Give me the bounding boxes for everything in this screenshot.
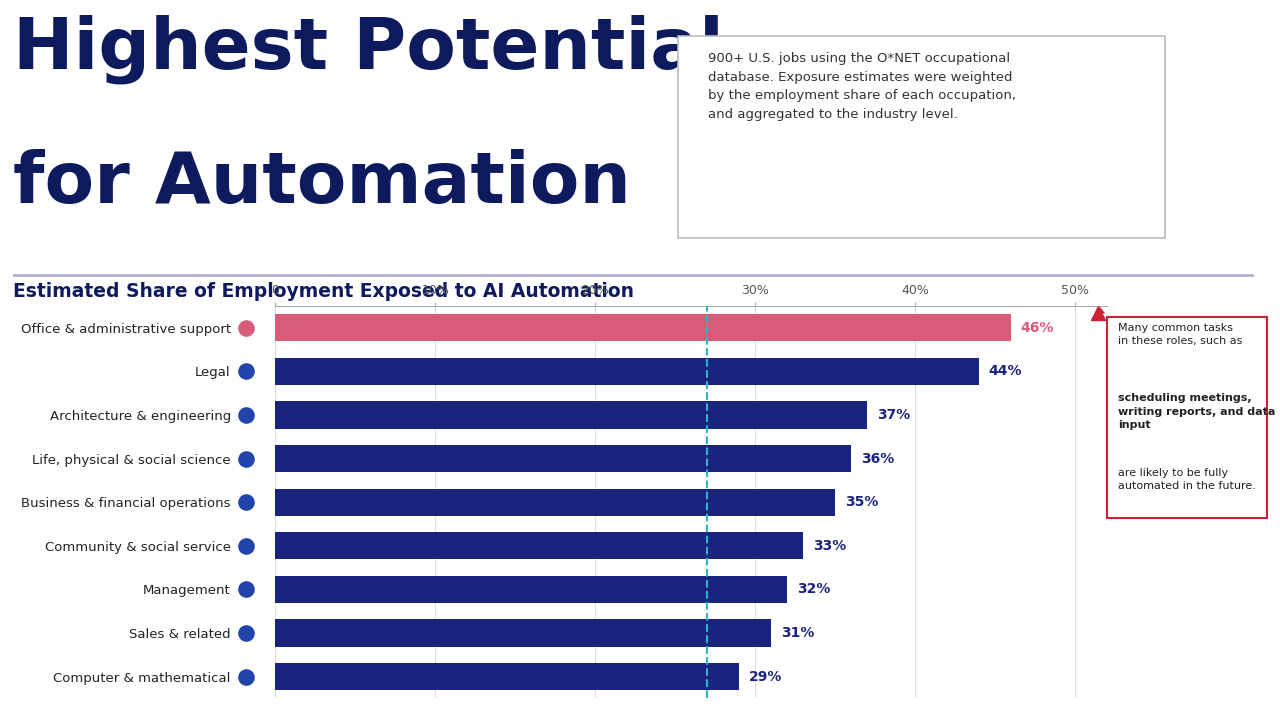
Text: 36%: 36%: [860, 451, 893, 466]
Text: 900+ U.S. jobs using the O*NET occupational
database. Exposure estimates were we: 900+ U.S. jobs using the O*NET occupatio…: [708, 52, 1015, 121]
Point: [236, 540, 256, 552]
Bar: [275, 663, 740, 690]
Text: 37%: 37%: [877, 408, 910, 422]
Bar: [275, 489, 836, 516]
Text: for Automation: for Automation: [13, 149, 631, 218]
Text: 31%: 31%: [781, 626, 814, 640]
Text: Estimated Share of Employment Exposed to AI Automation: Estimated Share of Employment Exposed to…: [13, 282, 634, 301]
Text: are likely to be fully
automated in the future.: are likely to be fully automated in the …: [1119, 468, 1256, 491]
Text: 29%: 29%: [749, 670, 782, 683]
Text: 35%: 35%: [845, 495, 878, 509]
Text: 33%: 33%: [813, 539, 846, 553]
Bar: [275, 358, 979, 385]
Bar: [275, 445, 851, 472]
Text: 46%: 46%: [1021, 321, 1055, 335]
Bar: [275, 532, 804, 559]
Point: [236, 453, 256, 464]
Bar: [275, 619, 771, 647]
Point: [236, 627, 256, 639]
Point: [236, 584, 256, 595]
FancyBboxPatch shape: [1107, 317, 1267, 518]
Point: [236, 322, 256, 333]
Bar: [275, 402, 868, 428]
Bar: [275, 315, 1011, 341]
Text: Many common tasks
in these roles, such as: Many common tasks in these roles, such a…: [1119, 323, 1243, 346]
Point: [236, 409, 256, 420]
Text: Highest Potential: Highest Potential: [13, 14, 723, 84]
Point: [236, 366, 256, 377]
Point: [236, 497, 256, 508]
Text: 32%: 32%: [796, 582, 831, 596]
Point: [236, 671, 256, 683]
Bar: [275, 576, 787, 603]
Text: 44%: 44%: [988, 364, 1023, 379]
Text: scheduling meetings,
writing reports, and data
input: scheduling meetings, writing reports, an…: [1119, 393, 1276, 430]
FancyBboxPatch shape: [678, 36, 1165, 238]
